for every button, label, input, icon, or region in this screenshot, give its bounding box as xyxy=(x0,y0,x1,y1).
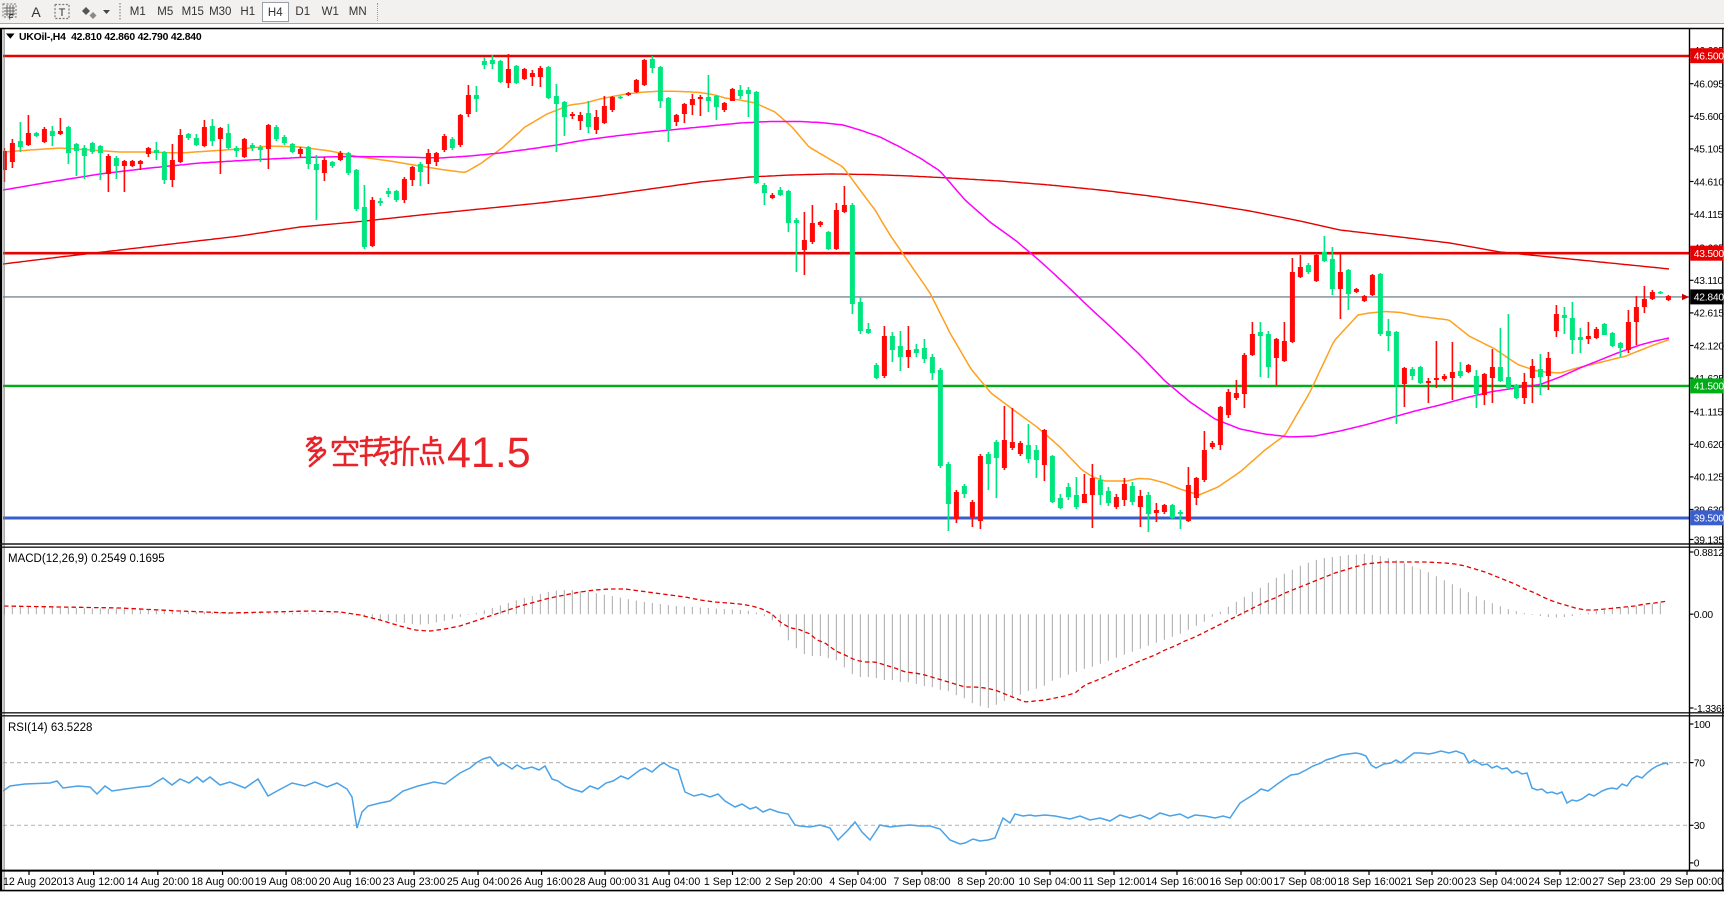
svg-text:29 Sep 00:00: 29 Sep 00:00 xyxy=(1660,876,1723,888)
svg-text:T: T xyxy=(59,7,66,19)
svg-text:11 Sep 12:00: 11 Sep 12:00 xyxy=(1083,876,1145,888)
svg-text:4 Sep 04:00: 4 Sep 04:00 xyxy=(829,876,886,888)
svg-text:42.615: 42.615 xyxy=(1694,309,1724,320)
svg-text:A: A xyxy=(31,4,41,20)
svg-text:2 Sep 20:00: 2 Sep 20:00 xyxy=(765,876,822,888)
svg-text:UKOil-,H4 42.810 42.860 42.79: UKOil-,H4 42.810 42.860 42.790 42.840 xyxy=(19,32,202,43)
svg-text:0: 0 xyxy=(1694,859,1700,870)
svg-text:46.500: 46.500 xyxy=(1694,52,1724,63)
svg-text:0.00: 0.00 xyxy=(1694,610,1714,621)
svg-text:25 Aug 04:00: 25 Aug 04:00 xyxy=(447,876,510,888)
svg-text:43.110: 43.110 xyxy=(1694,276,1724,287)
svg-text:27 Sep 23:00: 27 Sep 23:00 xyxy=(1592,876,1655,888)
svg-text:12 Aug 2020: 12 Aug 2020 xyxy=(3,876,63,888)
svg-text:1 Sep 12:00: 1 Sep 12:00 xyxy=(704,876,761,888)
svg-text:70: 70 xyxy=(1694,758,1705,769)
svg-text:19 Aug 08:00: 19 Aug 08:00 xyxy=(255,876,318,888)
svg-text:14 Aug 20:00: 14 Aug 20:00 xyxy=(127,876,190,888)
svg-text:43.500: 43.500 xyxy=(1694,249,1724,260)
svg-text:-1.3368: -1.3368 xyxy=(1694,704,1724,715)
svg-text:MACD(12,26,9) 0.2549 0.1695: MACD(12,26,9) 0.2549 0.1695 xyxy=(8,553,165,565)
svg-text:0.8812: 0.8812 xyxy=(1694,548,1724,559)
svg-text:30: 30 xyxy=(1694,821,1705,832)
svg-text:100: 100 xyxy=(1694,720,1711,731)
svg-text:40.125: 40.125 xyxy=(1694,473,1724,484)
svg-text:18 Sep 16:00: 18 Sep 16:00 xyxy=(1337,876,1400,888)
svg-text:13 Aug 12:00: 13 Aug 12:00 xyxy=(62,876,125,888)
svg-text:14 Sep 16:00: 14 Sep 16:00 xyxy=(1145,876,1208,888)
svg-text:41.115: 41.115 xyxy=(1694,408,1724,419)
svg-text:40.620: 40.620 xyxy=(1694,440,1724,451)
svg-text:39.135: 39.135 xyxy=(1694,535,1724,546)
svg-text:RSI(14) 63.5228: RSI(14) 63.5228 xyxy=(8,722,92,734)
svg-text:F: F xyxy=(9,15,13,22)
svg-text:39.500: 39.500 xyxy=(1694,514,1724,525)
svg-text:21 Sep 20:00: 21 Sep 20:00 xyxy=(1400,876,1463,888)
svg-text:41.500: 41.500 xyxy=(1694,382,1724,393)
svg-text:16 Sep 00:00: 16 Sep 00:00 xyxy=(1209,876,1272,888)
svg-text:8 Sep 20:00: 8 Sep 20:00 xyxy=(957,876,1014,888)
svg-text:46.095: 46.095 xyxy=(1694,80,1724,91)
svg-text:10 Sep 04:00: 10 Sep 04:00 xyxy=(1018,876,1081,888)
svg-text:44.610: 44.610 xyxy=(1694,177,1724,188)
svg-text:41.5: 41.5 xyxy=(447,429,531,477)
svg-text:23 Sep 04:00: 23 Sep 04:00 xyxy=(1464,876,1527,888)
svg-text:45.600: 45.600 xyxy=(1694,112,1724,123)
svg-text:18 Aug 00:00: 18 Aug 00:00 xyxy=(191,876,254,888)
svg-text:45.105: 45.105 xyxy=(1694,145,1724,156)
svg-text:23 Aug 23:00: 23 Aug 23:00 xyxy=(383,876,446,888)
svg-text:28 Aug 00:00: 28 Aug 00:00 xyxy=(574,876,637,888)
svg-text:42.840: 42.840 xyxy=(1694,293,1724,304)
svg-text:20 Aug 16:00: 20 Aug 16:00 xyxy=(319,876,382,888)
svg-text:17 Sep 08:00: 17 Sep 08:00 xyxy=(1273,876,1336,888)
svg-text:44.115: 44.115 xyxy=(1694,210,1724,221)
svg-text:26 Aug 16:00: 26 Aug 16:00 xyxy=(510,876,573,888)
svg-text:24 Sep 12:00: 24 Sep 12:00 xyxy=(1528,876,1591,888)
svg-text:7 Sep 08:00: 7 Sep 08:00 xyxy=(893,876,950,888)
svg-text:31 Aug 04:00: 31 Aug 04:00 xyxy=(638,876,701,888)
svg-text:42.120: 42.120 xyxy=(1694,341,1724,352)
